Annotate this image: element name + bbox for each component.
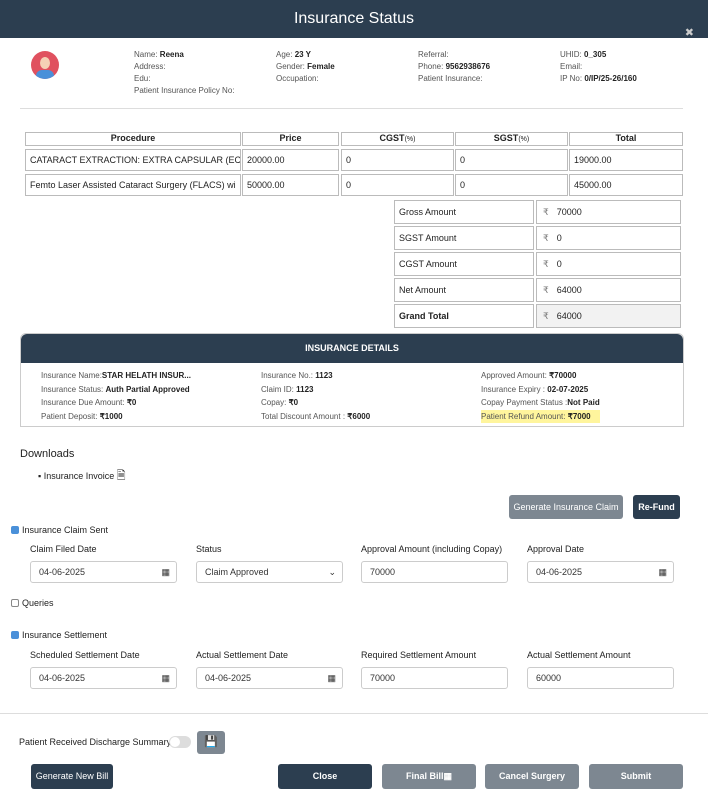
divider (20, 108, 683, 109)
queries-checkbox[interactable] (11, 599, 19, 607)
pdf-icon: 🗎 (116, 470, 126, 482)
claim-filed-date-input[interactable]: 04-06-2025 ▦ (30, 561, 177, 583)
avatar (31, 51, 59, 79)
required-settlement-label: Required Settlement Amount (361, 650, 477, 660)
status-select[interactable]: Claim Approved ⌄ (196, 561, 343, 583)
patient-col-2: Age: 23 Y Gender: Female Occupation: (276, 50, 335, 83)
sgst-amount-label: SGST Amount (394, 226, 534, 250)
col-price: Price (242, 132, 339, 146)
downloads-heading: Downloads (20, 448, 75, 460)
save-icon[interactable]: 💾 (197, 731, 225, 754)
cgst-amount-label: CGST Amount (394, 252, 534, 276)
sgst-amount-value: ₹0 (536, 226, 681, 250)
insurance-claim-sent-label: Insurance Claim Sent (22, 525, 109, 535)
actual-settlement-date-label: Actual Settlement Date (196, 650, 289, 660)
scheduled-settlement-date-input[interactable]: 04-06-2025 ▦ (30, 667, 177, 689)
actual-settlement-date-input[interactable]: 04-06-2025 ▦ (196, 667, 343, 689)
total-cell: 19000.00 (569, 149, 683, 171)
insurance-col-2: Insurance No.: 1123 Claim ID: 1123 Copay… (261, 371, 371, 421)
price-input[interactable]: 50000.00 (242, 174, 339, 196)
grand-total-value: ₹64000 (536, 304, 681, 328)
gross-amount-value: ₹70000 (536, 200, 681, 224)
grand-total-label: Grand Total (394, 304, 534, 328)
required-settlement-amount-input[interactable]: 70000 (361, 667, 508, 689)
approval-date-label: Approval Date (527, 544, 585, 554)
close-button[interactable]: Close (278, 764, 372, 789)
actual-settlement-amount-label: Actual Settlement Amount (527, 650, 631, 660)
chevron-down-icon: ⌄ (328, 567, 336, 577)
refund-button[interactable]: Re-Fund (633, 495, 680, 519)
insurance-details-panel: INSURANCE DETAILS Insurance Name:STAR HE… (20, 333, 684, 427)
col-sgst: SGST(%) (455, 132, 568, 146)
cgst-input[interactable]: 0 (341, 174, 454, 196)
modal-title: Insurance Status (293, 10, 415, 27)
patient-col-1: Name: Reena Address: Edu: Patient Insuranc… (134, 50, 235, 95)
approval-amount-input[interactable]: 70000 (361, 561, 508, 583)
insurance-col-1: Insurance Name:STAR HELATH INSUR... Insu… (41, 371, 191, 421)
calendar-icon: ▦ (161, 567, 170, 577)
net-amount-value: ₹64000 (536, 278, 681, 302)
col-cgst: CGST(%) (341, 132, 454, 146)
sgst-input[interactable]: 0 (455, 174, 568, 196)
cgst-amount-value: ₹0 (536, 252, 681, 276)
price-input[interactable]: 20000.00 (242, 149, 339, 171)
final-bill-button[interactable]: Final Bill▦ (382, 764, 476, 789)
sgst-input[interactable]: 0 (455, 149, 568, 171)
col-total: Total (569, 132, 683, 146)
discharge-summary-label: Patient Received Discharge Summary (19, 737, 172, 747)
insurance-settlement-label: Insurance Settlement (22, 630, 108, 640)
insurance-claim-sent-checkbox[interactable] (11, 526, 19, 534)
insurance-invoice-link[interactable]: ▪ Insurance Invoice 🗎 (38, 470, 126, 482)
approval-date-input[interactable]: 04-06-2025 ▦ (527, 561, 674, 583)
procedure-cell[interactable]: Femto Laser Assisted Cataract Surgery (F… (25, 174, 241, 196)
refund-highlight: Patient Refund Amount: ₹7000 (481, 409, 600, 423)
insurance-col-3: Approved Amount: ₹70000 Insurance Expiry… (481, 369, 600, 423)
generate-new-bill-button[interactable]: Generate New Bill (31, 764, 113, 789)
generate-insurance-claim-button[interactable]: Generate Insurance Claim (509, 495, 623, 519)
calendar-icon: ▦ (161, 673, 170, 683)
actual-settlement-amount-input[interactable]: 60000 (527, 667, 674, 689)
discharge-summary-toggle[interactable] (169, 736, 191, 748)
modal-header: Insurance Status ✖ (0, 0, 708, 39)
footer-divider (0, 713, 708, 714)
queries-label: Queries (22, 598, 54, 608)
print-icon: ▦ (443, 771, 453, 781)
total-cell: 45000.00 (569, 174, 683, 196)
calendar-icon: ▦ (658, 567, 667, 577)
patient-col-4: UHID: 0_305 Email: IP No: 0/IP/25-26/160 (560, 50, 637, 83)
scheduled-settlement-label: Scheduled Settlement Date (30, 650, 140, 660)
status-label: Status (196, 544, 222, 554)
claim-filed-date-label: Claim Filed Date (30, 544, 97, 554)
insurance-settlement-checkbox[interactable] (11, 631, 19, 639)
net-amount-label: Net Amount (394, 278, 534, 302)
patient-col-3: Referral: Phone: 9562938676 Patient Insur… (418, 50, 491, 83)
procedure-cell[interactable]: CATARACT EXTRACTION: EXTRA CAPSULAR (EC (25, 149, 241, 171)
close-icon[interactable]: ✖ (684, 27, 694, 39)
submit-button[interactable]: Submit (589, 764, 683, 789)
insurance-details-title: INSURANCE DETAILS (21, 334, 683, 363)
gross-amount-label: Gross Amount (394, 200, 534, 224)
cancel-surgery-button[interactable]: Cancel Surgery (485, 764, 579, 789)
cgst-input[interactable]: 0 (341, 149, 454, 171)
calendar-icon: ▦ (327, 673, 336, 683)
col-procedure: Procedure (25, 132, 241, 146)
approval-amount-label: Approval Amount (including Copay) (361, 544, 503, 554)
